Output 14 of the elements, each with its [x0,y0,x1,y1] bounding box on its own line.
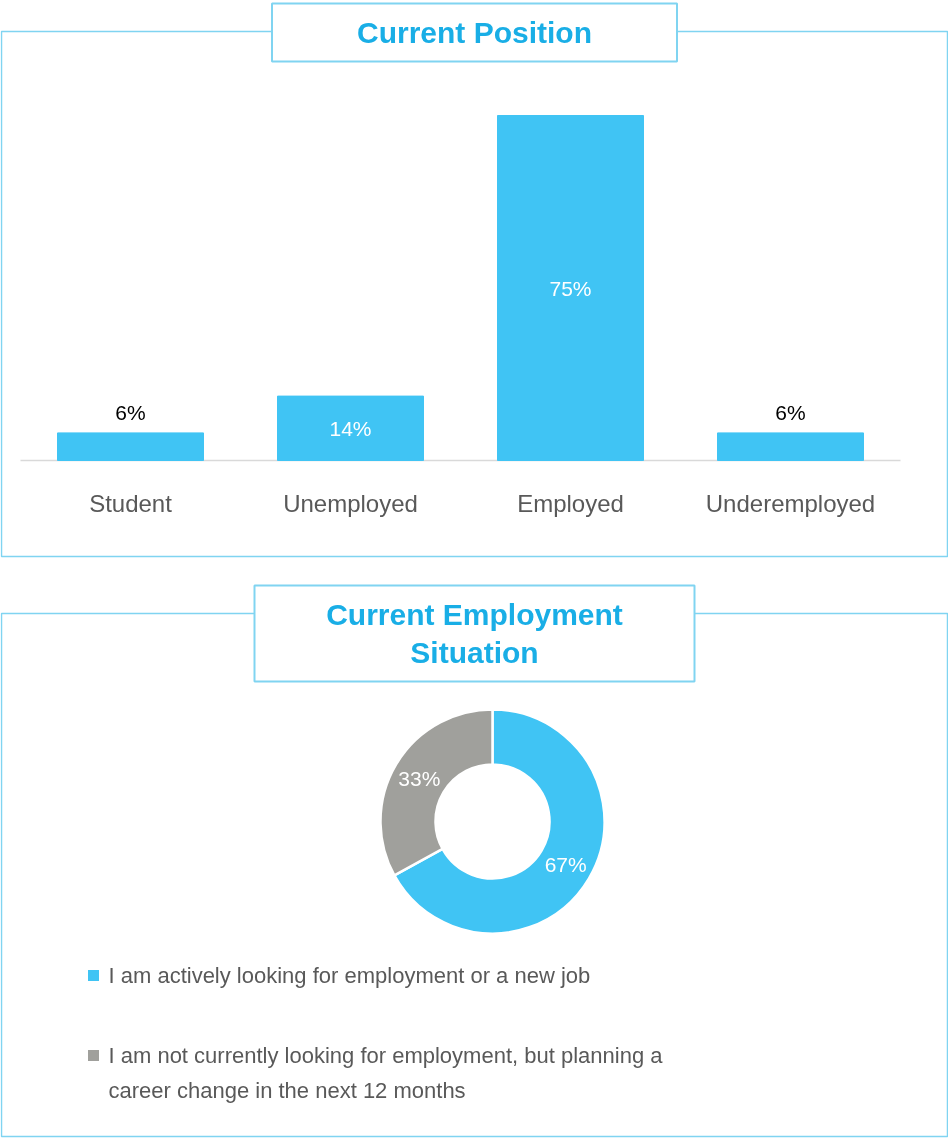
x-tick-label: Student [89,490,173,517]
legend-label: I am not currently looking for employment, but planning a career change in the next 12 months [108,1043,664,1103]
x-tick-label: Unemployed [283,490,418,517]
data-label: 75% [549,276,592,300]
data-label: 33% [398,766,441,790]
x-tick-label: Employed [517,490,624,517]
data-label: 67% [544,853,587,877]
data-label: 14% [329,416,372,440]
data-label: 6% [115,401,146,425]
legend-label: I am actively looking for employment or a new job [108,963,591,988]
chart-title: Current Employment Situation [326,598,623,669]
data-label: 6% [775,401,806,425]
x-tick-label: Underemployed [705,490,876,517]
chart-title: Current Position [357,16,593,49]
